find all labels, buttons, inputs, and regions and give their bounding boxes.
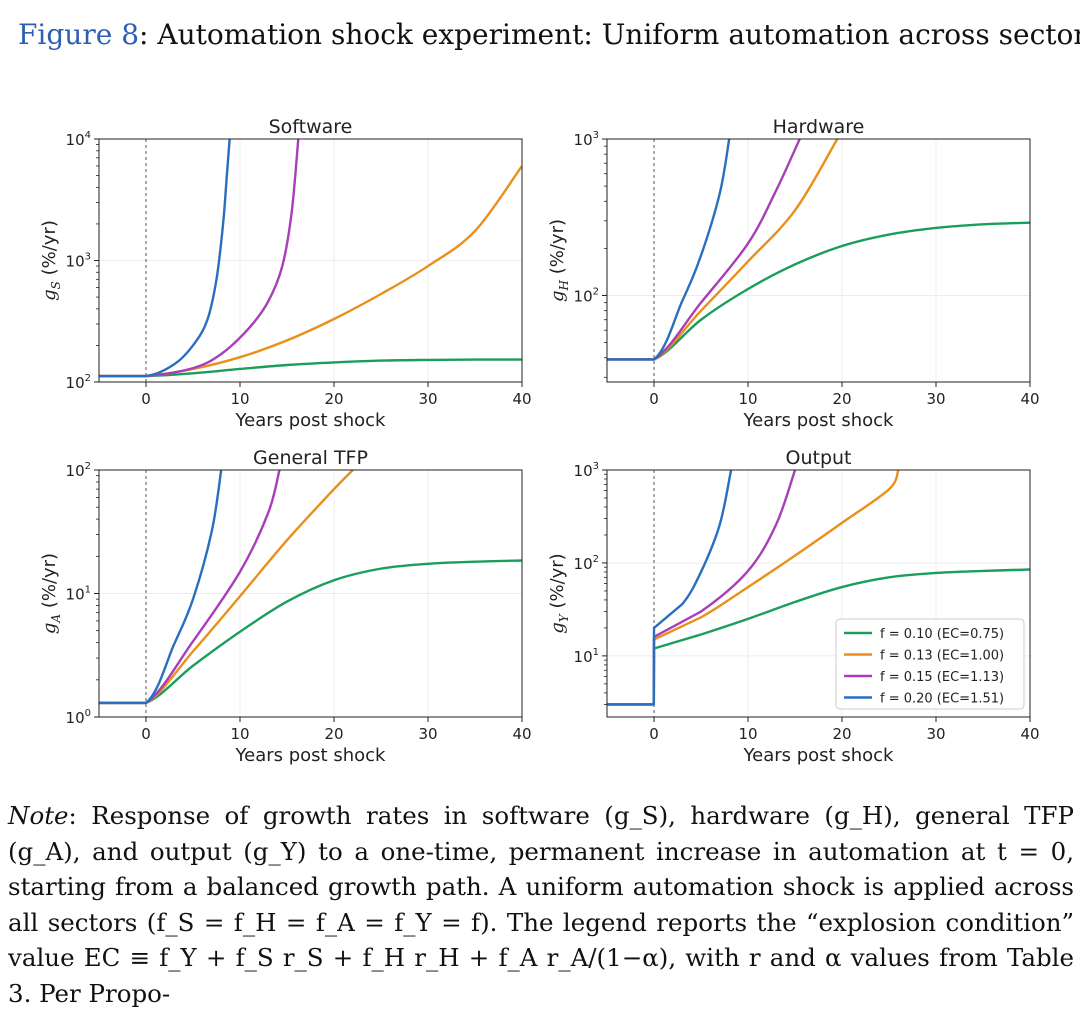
- series-line-3: [99, 139, 300, 378]
- x-tick-label: 0: [649, 725, 659, 743]
- legend-entry: f = 0.20 (EC=1.51): [880, 692, 1004, 707]
- figure-label[interactable]: Figure 8: [18, 18, 140, 51]
- x-tick-label: 30: [926, 390, 945, 408]
- chart-legend: f = 0.10 (EC=0.75) f = 0.13 (EC=1.00) f = …: [835, 618, 1025, 710]
- series-line-1: [99, 358, 522, 378]
- y-tick-label: 101: [574, 647, 599, 666]
- series-line-2: [99, 470, 354, 705]
- x-tick-label: 20: [832, 725, 851, 743]
- y-tick-label: 104: [66, 130, 91, 149]
- y-axis-label: gH (%/yr): [547, 219, 571, 302]
- y-axis-label: gY (%/yr): [547, 553, 571, 633]
- series-line-2: [607, 470, 900, 706]
- x-tick-label: 40: [512, 390, 531, 408]
- x-axis-label: Years post shock: [235, 745, 387, 766]
- plot-frame: [606, 469, 1031, 718]
- series-line-4: [99, 139, 231, 378]
- y-tick-label: 102: [574, 554, 599, 573]
- x-tick-label: 40: [512, 725, 531, 743]
- series-line-3: [607, 470, 797, 706]
- y-tick-label: 103: [574, 461, 599, 480]
- chart-title: Hardware: [773, 116, 865, 138]
- x-tick-label: 40: [1020, 390, 1039, 408]
- x-tick-label: 20: [324, 390, 343, 408]
- figure-note: Note: Response of growth rates in softwa…: [8, 798, 1074, 1011]
- legend-entry: f = 0.15 (EC=1.13): [880, 670, 1004, 685]
- series-line-4: [607, 470, 733, 706]
- legend-box: [835, 618, 1025, 710]
- x-tick-label: 40: [1020, 725, 1039, 743]
- x-tick-label: 20: [832, 390, 851, 408]
- chart-title: Software: [269, 116, 353, 138]
- chart-panel-3: 0 10 20 30 40 100 101 102 General TFP Years post …: [39, 447, 532, 766]
- legend-entry: f = 0.13 (EC=1.00): [880, 649, 1004, 664]
- series-line-1: [607, 221, 1030, 361]
- series-line-1: [607, 568, 1030, 706]
- figure-colon: :: [139, 18, 149, 51]
- chart-panel-1: 0 10 20 30 40 102 103 104 Software Years post sho…: [39, 116, 532, 431]
- figure-title: Automation shock experiment: Uniform aut…: [157, 18, 1080, 51]
- note-text: : Response of growth rates in software (…: [8, 801, 1074, 1008]
- y-tick-label: 102: [66, 461, 91, 480]
- x-tick-label: 10: [738, 725, 757, 743]
- x-tick-label: 10: [738, 390, 757, 408]
- chart-title: Output: [786, 447, 852, 469]
- x-axis-label: Years post shock: [743, 745, 895, 766]
- y-tick-label: 103: [574, 130, 599, 149]
- x-tick-label: 20: [324, 725, 343, 743]
- series-line-4: [607, 139, 731, 361]
- note-label: Note: [8, 801, 69, 830]
- series-line-2: [607, 139, 839, 361]
- legend-entry: f = 0.10 (EC=0.75): [880, 627, 1004, 642]
- y-axis-label: gA (%/yr): [39, 553, 63, 634]
- x-tick-label: 30: [418, 725, 437, 743]
- series-line-2: [99, 165, 522, 378]
- x-axis-label: Years post shock: [235, 410, 387, 431]
- x-tick-label: 30: [926, 725, 945, 743]
- x-tick-label: 0: [141, 725, 151, 743]
- plot-frame: [606, 138, 1031, 383]
- y-tick-label: 102: [574, 286, 599, 305]
- chart-title: General TFP: [253, 447, 368, 469]
- x-tick-label: 0: [141, 390, 151, 408]
- y-tick-label: 103: [66, 252, 91, 271]
- y-tick-label: 102: [66, 373, 91, 392]
- x-tick-label: 10: [230, 390, 249, 408]
- y-axis-label: gS (%/yr): [39, 220, 63, 301]
- x-tick-label: 30: [418, 390, 437, 408]
- x-axis-label: Years post shock: [743, 410, 895, 431]
- x-tick-label: 0: [649, 390, 659, 408]
- y-tick-label: 100: [66, 708, 91, 727]
- chart-panel-2: 0 10 20 30 40 102 103 Hardware Years post shock g…: [547, 116, 1040, 431]
- series-line-3: [99, 470, 281, 705]
- x-tick-label: 10: [230, 725, 249, 743]
- series-line-1: [99, 559, 522, 705]
- figure-caption: Figure 8: Automation shock experiment: U…: [18, 18, 1080, 51]
- chart-panel-4: 0 10 20 30 40 101 102 103 Output Years post shock…: [547, 447, 1040, 766]
- series-line-4: [99, 470, 223, 705]
- series-line-3: [607, 139, 801, 361]
- y-tick-label: 101: [66, 585, 91, 604]
